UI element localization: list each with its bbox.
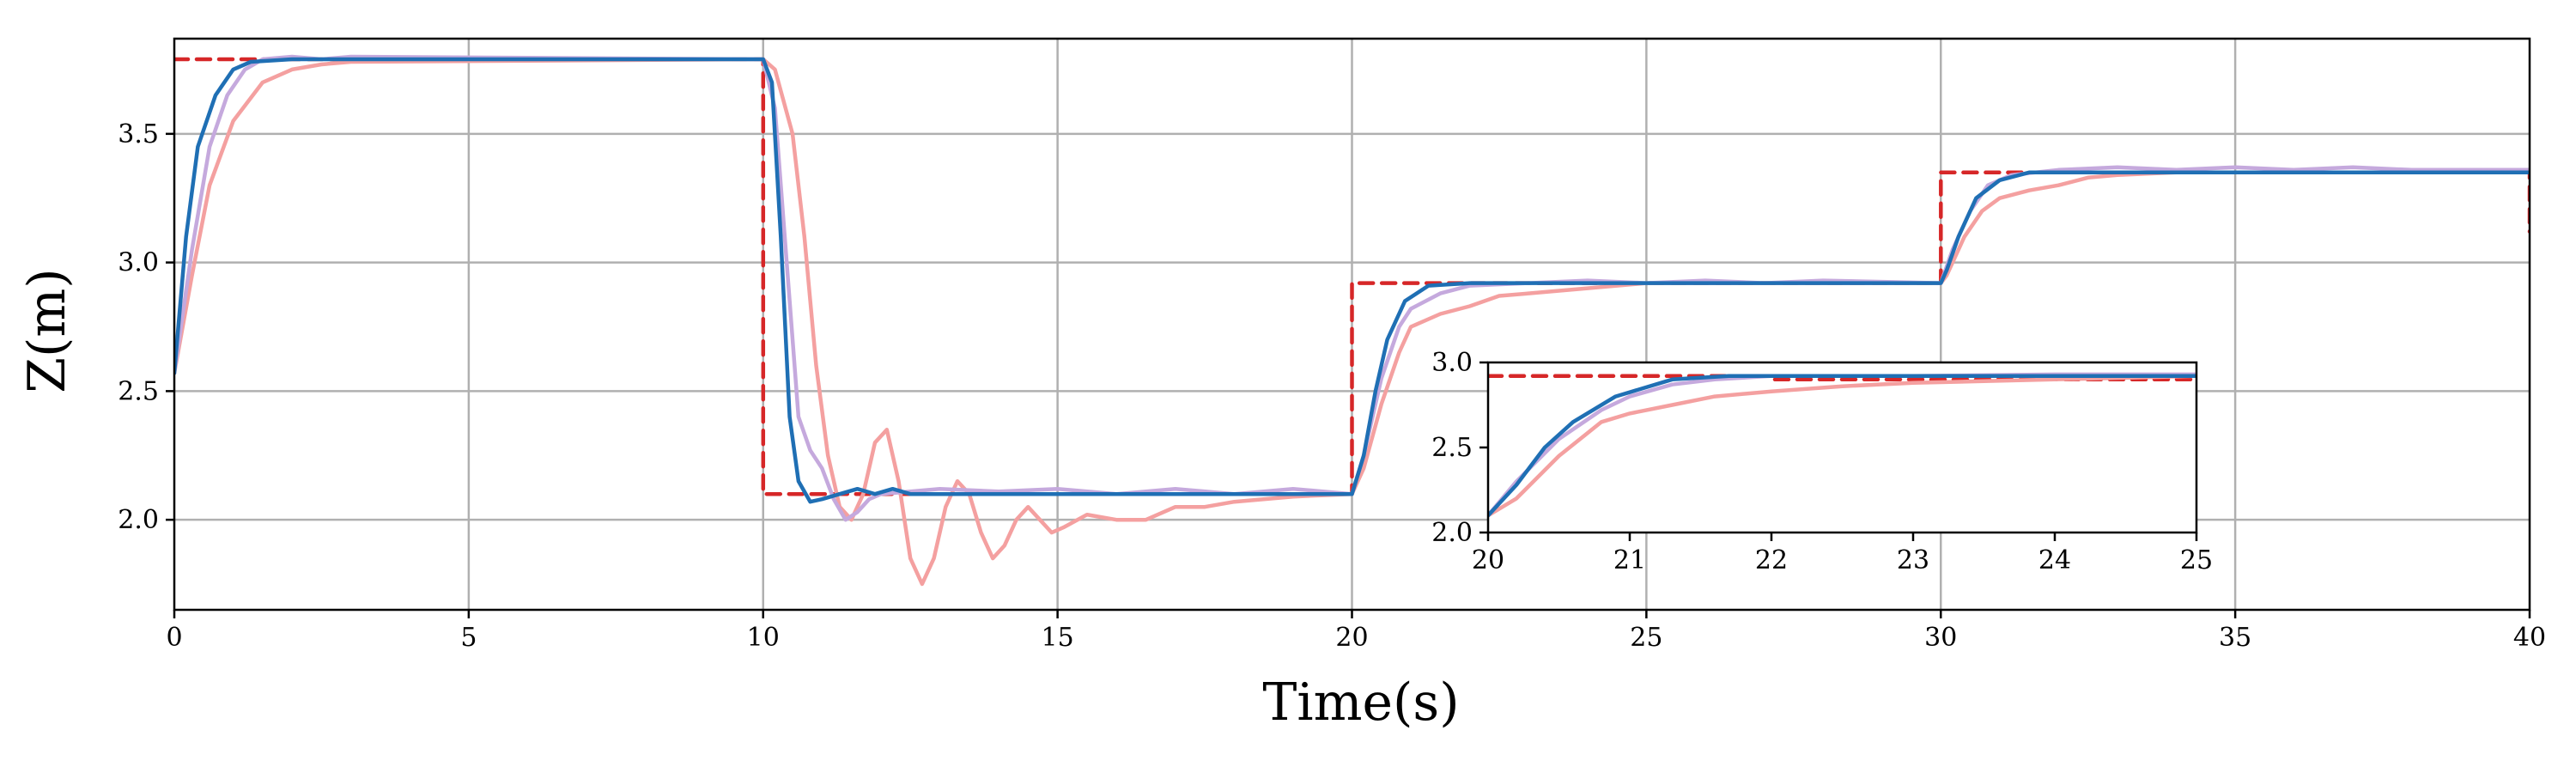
y-tick-label: 3.0 [1431,348,1473,378]
x-tick-label: 23 [1897,545,1929,575]
y-tick-label: 2.0 [1431,518,1473,548]
plot-background [1488,362,2196,533]
x-tick-label: 20 [1335,623,1368,653]
x-tick-label: 21 [1613,545,1646,575]
x-tick-label: 40 [2513,623,2546,653]
x-tick-label: 25 [1630,623,1662,653]
series-line-4 [174,57,2530,504]
y-tick-label: 2.5 [118,376,159,406]
y-axis-title: Z(m) [17,268,77,393]
x-tick-label: 20 [1472,545,1504,575]
y-tick-label: 3.5 [118,119,159,149]
series-line-4 [1488,374,2196,518]
series-line-2 [1488,374,2196,518]
x-tick-label: 22 [1755,545,1788,575]
x-tick-label: 25 [2180,545,2213,575]
x-tick-label: 5 [460,623,477,653]
x-tick-label: 35 [2219,623,2251,653]
y-tick-label: 2.5 [1431,433,1473,463]
inset-plot: 20 21 22 23 24 25 2.0 2.5 3.0 [1431,348,2213,575]
x-tick-label: 10 [747,623,780,653]
y-tick-label: 3.0 [118,248,159,278]
x-tick-label: 24 [2038,545,2071,575]
x-axis-title: Time(s) [1262,673,1459,733]
y-tick-label: 2.0 [118,505,159,535]
x-tick-label: 15 [1042,623,1074,653]
x-tick-label: 30 [1924,623,1957,653]
main-plot: 0 5 10 15 20 25 30 35 40 2.0 2.5 3.0 3.5 [118,37,2546,653]
x-tick-label: 0 [166,623,182,653]
